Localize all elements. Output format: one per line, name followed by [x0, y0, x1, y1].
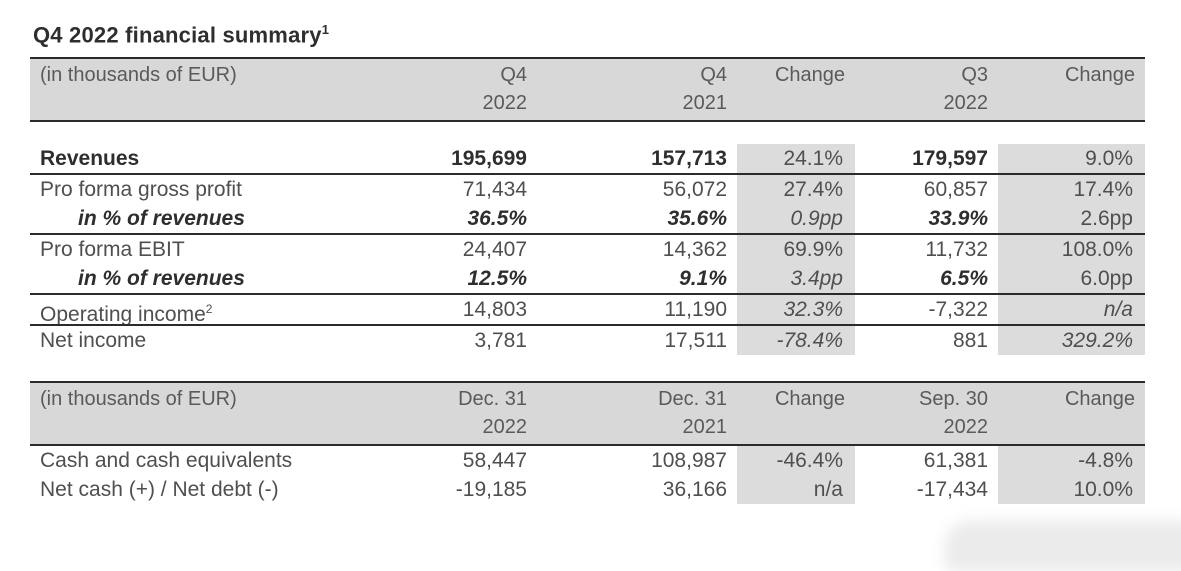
table-row-cash: Cash and cash equivalents 58,447 108,987…	[30, 446, 1145, 476]
page-corner-shadow	[945, 521, 1181, 571]
row-label: Operating income2	[40, 302, 213, 325]
table-cell: 881	[952, 329, 988, 353]
table-cell: 32.3%	[737, 295, 855, 325]
table-cell: 0.9pp	[737, 204, 855, 234]
table-cell: 17,511	[664, 329, 727, 353]
table-cell: 61,381	[923, 449, 988, 473]
table-cell: 12.5%	[467, 267, 527, 291]
table-row-gross-profit: Pro forma gross profit 71,434 56,072 27.…	[30, 175, 1145, 205]
table-cell: 17.4%	[998, 175, 1145, 205]
table-cell: 14,803	[462, 298, 527, 322]
column-header-q3-2022: Q3 2022	[943, 64, 989, 115]
table-cell: -78.4%	[737, 326, 855, 356]
table-cell: -19,185	[455, 478, 527, 502]
table-cell: 24,407	[462, 238, 527, 262]
table-cell: 24.1%	[737, 144, 855, 174]
page-title-text: Q4 2022 financial summary	[33, 22, 322, 48]
table-cell: 195,699	[451, 147, 527, 171]
column-header-dec31-2022: Dec. 31 2022	[458, 388, 527, 439]
table-cell: 60,857	[923, 178, 988, 202]
column-header-q4-2021: Q4 2021	[682, 64, 728, 115]
table-cell: 35.6%	[667, 207, 727, 231]
table-cell: 179,597	[912, 147, 988, 171]
table-cell: 58,447	[462, 449, 527, 473]
income-summary-table: (in thousands of EUR) Q4 2022 Q4 2021 Chan…	[30, 57, 1145, 356]
row-label: Cash and cash equivalents	[40, 449, 293, 473]
page-title: Q4 2022 financial summary1	[33, 22, 1145, 48]
table-cell: 71,434	[462, 178, 527, 202]
row-label: Pro forma gross profit	[40, 178, 242, 202]
financial-summary-document: Q4 2022 financial summary1 (in thousands…	[30, 22, 1145, 505]
table-cell: 3,781	[474, 329, 527, 353]
row-label: in % of revenues	[78, 207, 245, 231]
table-cell: -7,322	[928, 298, 988, 322]
row-label: Net cash (+) / Net debt (-)	[40, 478, 279, 502]
table-cell: 6.5%	[940, 267, 988, 291]
table-row-net-cash: Net cash (+) / Net debt (-) -19,185 36,1…	[30, 475, 1145, 505]
table-cell: -4.8%	[998, 446, 1145, 476]
table-cell: 329.2%	[998, 326, 1145, 356]
table-cell: 33.9%	[928, 207, 988, 231]
column-header-change-qoq: Change	[1064, 64, 1135, 87]
table-cell: n/a	[998, 295, 1145, 325]
unit-label: (in thousands of EUR)	[40, 388, 237, 411]
table-cell: n/a	[737, 475, 855, 505]
unit-label: (in thousands of EUR)	[40, 64, 237, 87]
table-gap	[30, 355, 1145, 381]
table-cell: -46.4%	[737, 446, 855, 476]
table-cell: 69.9%	[737, 235, 855, 265]
table-row-revenues: Revenues 195,699 157,713 24.1% 179,597 9…	[30, 144, 1145, 176]
table-cell: 56,072	[662, 178, 727, 202]
row-label: Net income	[40, 329, 147, 353]
table-cell: 10.0%	[998, 475, 1145, 505]
row-label: in % of revenues	[78, 267, 245, 291]
row-label: Pro forma EBIT	[40, 238, 185, 262]
table-cell: 6.0pp	[998, 264, 1145, 294]
table-row-ebit: Pro forma EBIT 24,407 14,362 69.9% 11,73…	[30, 235, 1145, 265]
table-cell: -17,434	[916, 478, 988, 502]
table-cell: 36.5%	[467, 207, 527, 231]
cash-position-table: (in thousands of EUR) Dec. 31 2022 Dec. 3…	[30, 381, 1145, 505]
table-cell: 11,190	[664, 298, 727, 322]
cash-table-header: (in thousands of EUR) Dec. 31 2022 Dec. 3…	[30, 381, 1145, 447]
table-row-ebit-margin: in % of revenues 12.5% 9.1% 3.4pp 6.5% 6…	[30, 264, 1145, 296]
income-table-header: (in thousands of EUR) Q4 2022 Q4 2021 Chan…	[30, 57, 1145, 123]
table-cell: 9.0%	[998, 144, 1145, 174]
operating-income-footnote-marker: 2	[205, 302, 213, 317]
table-row-operating-income: Operating income2 14,803 11,190 32.3% -7…	[30, 295, 1145, 327]
title-footnote-marker: 1	[321, 22, 330, 37]
header-gap	[30, 122, 1145, 144]
column-header-dec31-2021: Dec. 31 2021	[658, 388, 727, 439]
table-cell: 14,362	[662, 238, 727, 262]
table-row-net-income: Net income 3,781 17,511 -78.4% 881 329.2…	[30, 326, 1145, 356]
table-cell: 9.1%	[679, 267, 727, 291]
table-cell: 3.4pp	[737, 264, 855, 294]
column-header-sep30-2022: Sep. 30 2022	[919, 388, 988, 439]
table-cell: 108,987	[651, 449, 727, 473]
row-label: Revenues	[40, 147, 140, 171]
table-row-gross-margin: in % of revenues 36.5% 35.6% 0.9pp 33.9%…	[30, 204, 1145, 236]
table-cell: 108.0%	[998, 235, 1145, 265]
table-cell: 27.4%	[737, 175, 855, 205]
column-header-change-yoy: Change	[774, 64, 845, 87]
table-cell: 36,166	[662, 478, 727, 502]
table-cell: 2.6pp	[998, 204, 1145, 234]
table-cell: 11,732	[925, 238, 988, 262]
column-header-q4-2022: Q4 2022	[482, 64, 528, 115]
column-header-change-yoy: Change	[774, 388, 845, 411]
column-header-change-qoq: Change	[1064, 388, 1135, 411]
table-cell: 157,713	[651, 147, 727, 171]
